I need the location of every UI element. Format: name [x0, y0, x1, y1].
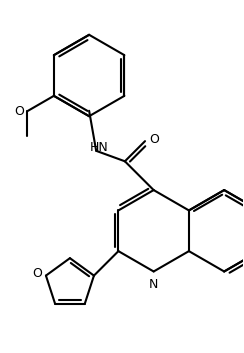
Text: O: O: [32, 267, 42, 280]
Text: O: O: [15, 104, 24, 118]
Text: N: N: [149, 277, 158, 291]
Text: O: O: [149, 133, 159, 146]
Text: HN: HN: [90, 141, 108, 154]
